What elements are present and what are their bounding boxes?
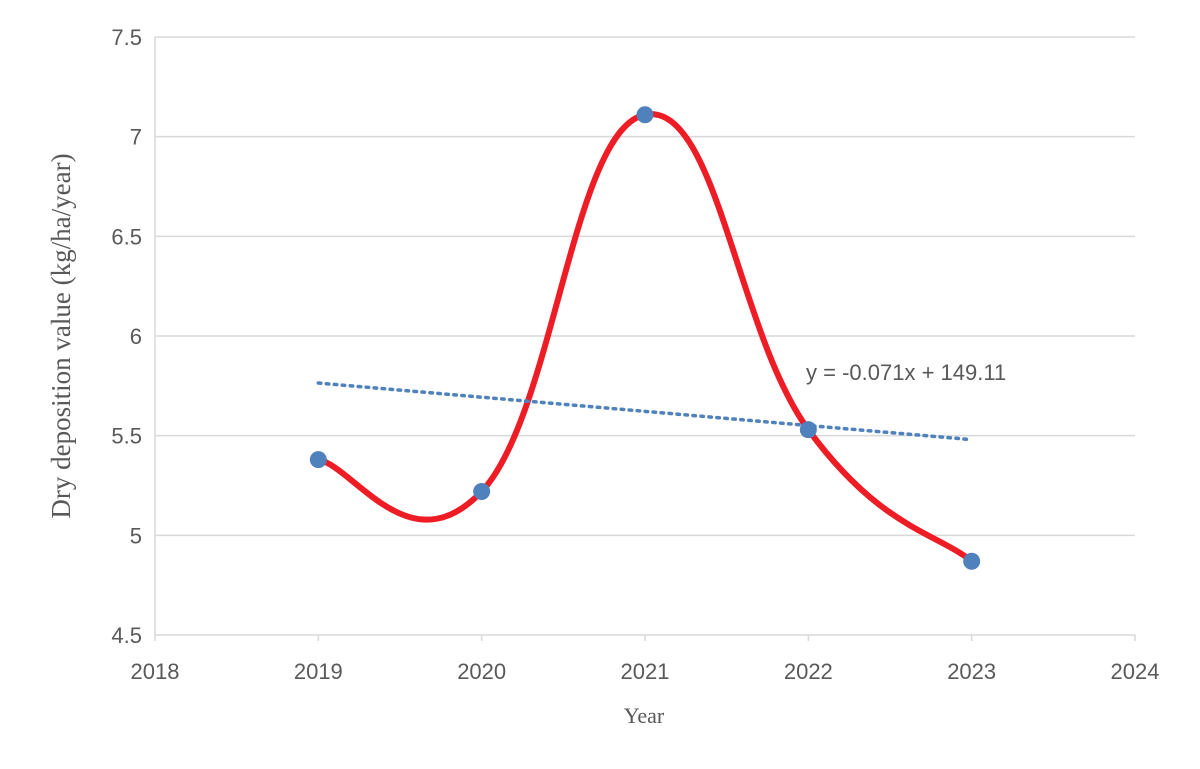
x-axis-title: Year xyxy=(624,703,665,728)
x-tick-label: 2021 xyxy=(621,659,670,684)
x-tick-label: 2023 xyxy=(947,659,996,684)
x-tick-label: 2019 xyxy=(294,659,343,684)
series xyxy=(315,111,975,565)
trendline xyxy=(316,381,974,442)
axes xyxy=(154,37,1136,641)
tick-labels: 4.5 5 5.5 6 6.5 7 7.5 2018 2019 2020 2021 2022 2023 2… xyxy=(111,25,1159,684)
data-point xyxy=(473,482,491,500)
y-tick-label: 5.5 xyxy=(111,424,142,449)
data-point xyxy=(636,106,654,124)
y-tick-label: 7.5 xyxy=(111,25,142,50)
trendline-group xyxy=(316,381,974,442)
x-tick-label: 2024 xyxy=(1111,659,1160,684)
data-point xyxy=(309,451,327,469)
x-tick-label: 2022 xyxy=(784,659,833,684)
series-line xyxy=(315,111,975,565)
x-tick-label: 2020 xyxy=(457,659,506,684)
y-tick-label: 7 xyxy=(130,125,142,150)
y-axis-title: Dry deposition value (kg/ha/year) xyxy=(46,153,76,518)
y-tick-label: 6 xyxy=(130,324,142,349)
y-tick-label: 5 xyxy=(130,523,142,548)
y-tick-label: 6.5 xyxy=(111,224,142,249)
data-point xyxy=(963,552,981,570)
trendline-equation: y = -0.071x + 149.11 xyxy=(806,360,1006,385)
gridlines xyxy=(155,36,1135,537)
markers xyxy=(309,106,981,570)
y-tick-label: 4.5 xyxy=(111,623,142,648)
data-point xyxy=(799,421,817,439)
x-tick-label: 2018 xyxy=(131,659,180,684)
